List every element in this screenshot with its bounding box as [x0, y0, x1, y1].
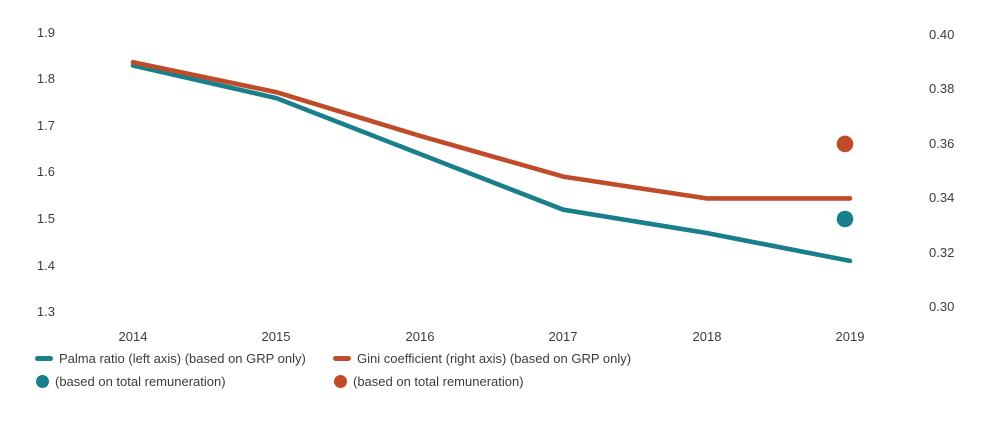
- legend-item-palma-line: Palma ratio (left axis) (based on GRP on…: [35, 350, 306, 366]
- right-axis-tick-label: 0.34: [929, 190, 955, 205]
- right-axis-tick-label: 0.32: [929, 245, 955, 260]
- gini-dot-swatch-icon: [334, 374, 347, 388]
- marker-dot-gini: [836, 135, 854, 153]
- x-axis-year-label: 2014: [118, 329, 148, 344]
- x-axis-year-label: 2018: [692, 329, 722, 344]
- left-axis-tick-label: 1.4: [36, 258, 55, 273]
- right-axis-tick-label: 0.36: [929, 136, 955, 151]
- legend-item-palma-dot: (based on total remuneration): [35, 373, 226, 389]
- palma-dot-swatch-icon: [36, 374, 49, 388]
- x-axis-year-label: 2019: [835, 329, 865, 344]
- x-axis-year-label: 2016: [405, 329, 435, 344]
- series-line-gini: [130, 59, 853, 201]
- legend-label: Gini coefficient (right axis) (based on …: [357, 350, 632, 366]
- legend-label: (based on total remuneration): [55, 373, 226, 389]
- left-axis-tick-label: 1.7: [36, 118, 55, 133]
- x-axis-year-label: 2015: [261, 329, 291, 344]
- marker-dot-palma: [836, 210, 854, 228]
- legend-label: (based on total remuneration): [353, 373, 524, 389]
- legend-item-gini-dot: (based on total remuneration): [333, 373, 524, 389]
- left-axis-tick-label: 1.9: [36, 25, 55, 40]
- right-axis-tick-label: 0.38: [929, 81, 955, 96]
- left-axis-tick-label: 1.8: [36, 71, 55, 86]
- legend-label: Palma ratio (left axis) (based on GRP on…: [59, 350, 306, 366]
- right-axis-tick-label: 0.40: [929, 27, 955, 42]
- left-axis-tick-label: 1.5: [36, 211, 55, 226]
- gini-line-swatch-icon: [333, 355, 351, 361]
- palma-line-swatch-icon: [35, 355, 53, 361]
- legend-item-gini-line: Gini coefficient (right axis) (based on …: [333, 350, 631, 366]
- left-axis-tick-label: 1.3: [36, 304, 55, 319]
- series-line-palma: [130, 63, 853, 264]
- right-axis-tick-label: 0.30: [929, 299, 955, 314]
- x-axis-year-label: 2017: [548, 329, 578, 344]
- left-axis-tick-label: 1.6: [36, 164, 55, 179]
